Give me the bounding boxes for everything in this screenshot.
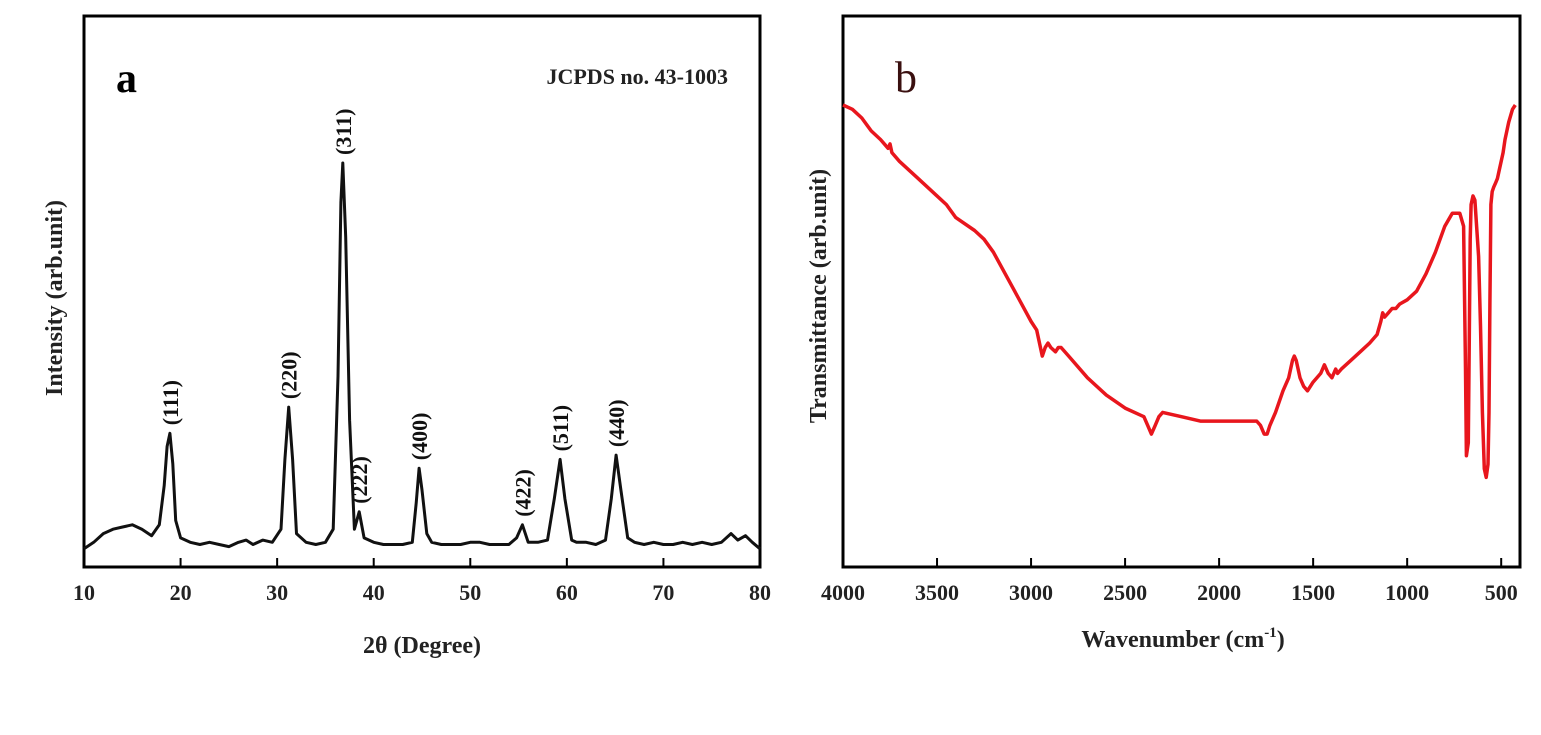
panel-b-plot-frame <box>841 14 1522 569</box>
panel-b-x-axis-title-main: Wavenumber (cm <box>1081 627 1264 653</box>
peak-label: (111) <box>158 380 183 425</box>
x-tick-label: 500 <box>1485 580 1518 605</box>
panel-a-x-axis: 10 20 30 40 50 60 70 80 <box>73 558 771 605</box>
x-tick-label: 2500 <box>1103 580 1147 605</box>
x-tick-label: 3500 <box>915 580 959 605</box>
x-tick-label: 80 <box>749 580 771 605</box>
x-tick-label: 10 <box>73 580 95 605</box>
panel-a: 10 20 30 40 50 60 70 80 (111) (220) (311) (222) (40… <box>42 14 771 659</box>
panel-a-plot-frame <box>82 14 762 569</box>
panel-a-x-axis-title: 2θ (Degree) <box>363 633 481 659</box>
panel-b: 4000 3500 3000 2500 2000 1500 1000 500 b Wavenu… <box>806 14 1522 653</box>
peak-label: (440) <box>604 399 629 447</box>
panel-b-x-axis-title-sup: -1 <box>1264 625 1277 641</box>
x-tick-label: 2000 <box>1197 580 1241 605</box>
peak-label: (422) <box>510 469 535 517</box>
peak-label: (311) <box>331 109 356 155</box>
x-tick-label: 1000 <box>1385 580 1429 605</box>
x-tick-label: 40 <box>363 580 385 605</box>
panel-a-xrd-line <box>83 161 761 551</box>
x-tick-label: 3000 <box>1009 580 1053 605</box>
peak-label: (400) <box>407 413 432 461</box>
x-tick-label: 60 <box>556 580 578 605</box>
panel-b-ftir-line <box>842 103 1517 480</box>
peak-label: (511) <box>548 405 573 451</box>
panel-b-y-axis-title: Transmittance (arb.unit) <box>806 169 832 423</box>
panel-a-annotation: JCPDS no. 43-1003 <box>546 64 728 89</box>
panel-b-x-axis: 4000 3500 3000 2500 2000 1500 1000 500 <box>821 558 1518 605</box>
x-tick-label: 4000 <box>821 580 865 605</box>
panel-b-x-axis-title-end: ) <box>1277 627 1285 653</box>
x-tick-label: 70 <box>652 580 674 605</box>
x-tick-label: 50 <box>459 580 481 605</box>
panel-a-label: a <box>116 56 137 102</box>
panel-b-label: b <box>895 53 917 102</box>
peak-label: (220) <box>277 351 302 399</box>
panel-a-peak-labels: (111) (220) (311) (222) (400) (422) (511) (440) <box>158 109 629 517</box>
peak-label: (222) <box>347 456 372 504</box>
panel-a-y-axis-title: Intensity (arb.unit) <box>42 200 68 396</box>
x-tick-label: 20 <box>170 580 192 605</box>
panel-b-x-axis-title: Wavenumber (cm-1) <box>1081 625 1284 653</box>
x-tick-label: 1500 <box>1291 580 1335 605</box>
x-tick-label: 30 <box>266 580 288 605</box>
